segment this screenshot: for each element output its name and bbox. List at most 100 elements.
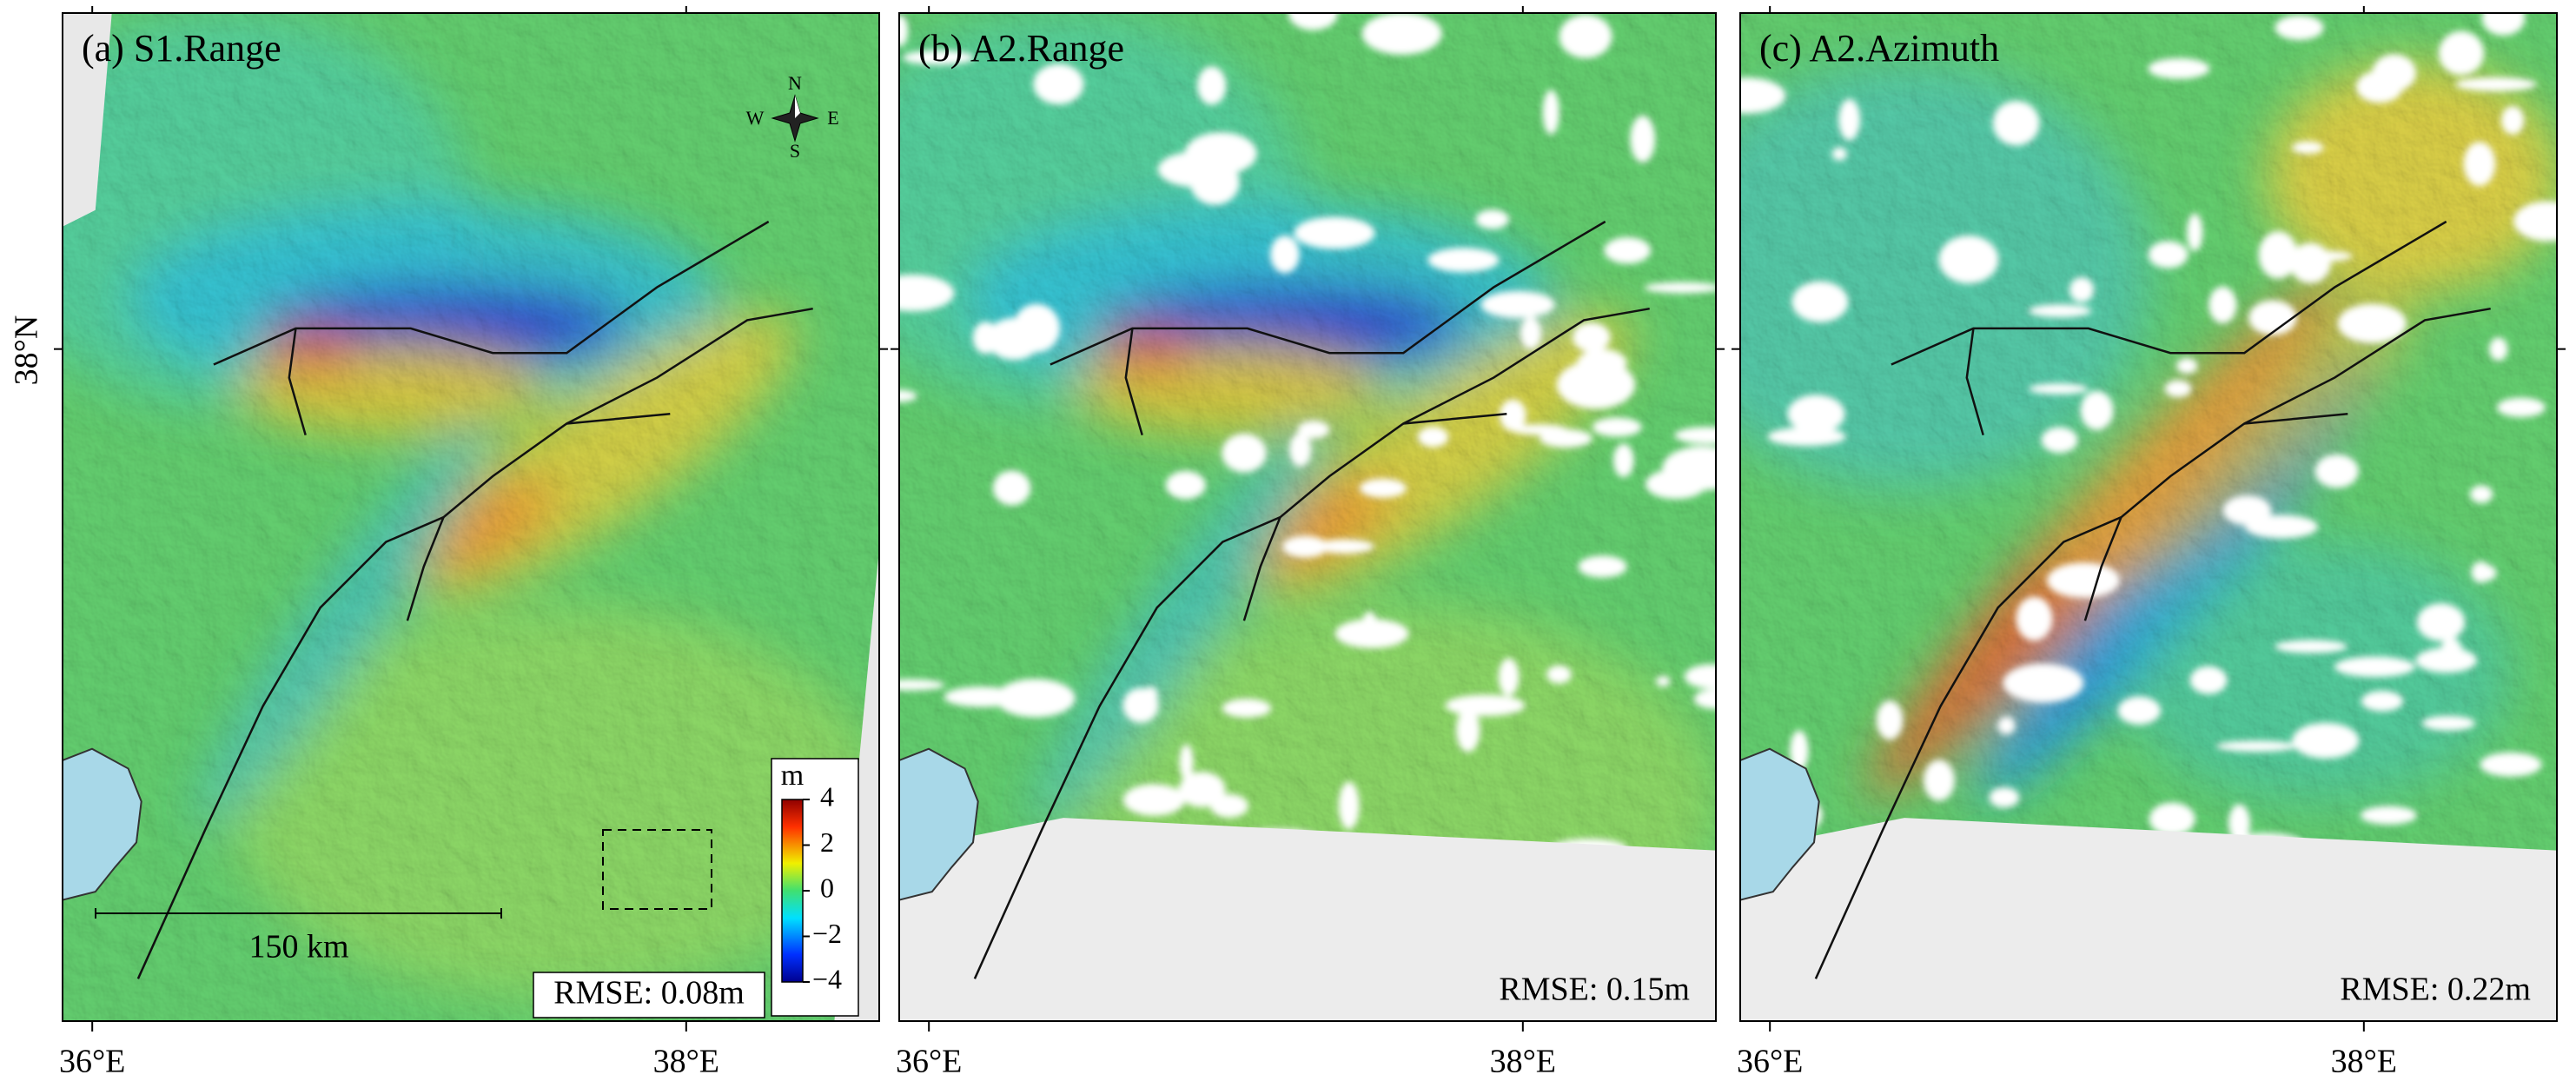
map-panel: (b) A2.Range 36°E 38°E RMSE: 0.15m [891,6,1725,1080]
colorbar-tick-label: 4 [820,780,834,812]
map-panel: (a) S1.Range 36°E 38°E RMSE: 0.08m 150 km N S E… [54,6,888,1080]
panel-title: (c) A2.Azimuth [1759,27,1999,70]
gap [2480,752,2542,777]
x-tick-label: 38°E [653,1044,719,1080]
gap [1674,427,1716,444]
gap [2454,77,2537,92]
gap [2016,596,2053,641]
gap [899,274,955,312]
lake [63,747,142,901]
lake [899,747,979,901]
gap [2334,656,2415,678]
gap [2258,231,2298,279]
gap [995,679,1076,718]
rmse-label: RMSE: 0.15m [1499,972,1690,1008]
colorbar-tick-label: −2 [812,918,842,949]
gap [1876,700,1904,740]
x-tick-label: 36°E [1737,1044,1803,1080]
rmse-label: RMSE: 0.08m [553,975,745,1012]
gap [1157,151,1235,188]
gap [1693,688,1716,709]
gap [1662,446,1716,491]
gap [1604,236,1652,264]
fault-trace [1965,328,1984,436]
gap [1542,90,1560,135]
fault-trace [1050,220,1606,366]
gap [1791,281,1849,322]
panel-frame [62,12,880,1022]
gap [2275,15,2324,41]
colorbar [781,799,804,983]
fault-trace [406,516,445,621]
panel-frame [1739,12,2558,1022]
gap [1222,698,1272,718]
map-image [899,13,1716,1021]
gap [2289,242,2331,284]
gap [1997,716,2016,735]
gap [2041,427,2078,454]
gap [2472,564,2497,582]
gap [2360,806,2417,825]
gap [992,470,1031,506]
gap [1480,290,1555,319]
gap [1655,675,1671,687]
map-panel: (c) A2.Azimuth 36°E 38°E RMSE: 0.22m [1732,6,2566,1080]
gap [2463,142,2496,187]
gap [1033,63,1084,105]
gap [1520,316,1542,350]
gap [1179,744,1194,780]
gap [944,687,1019,707]
gap [1270,235,1300,274]
gap [2046,562,2121,599]
gap [1992,100,2040,146]
x-tick-label: 36°E [59,1044,125,1080]
x-tick-label: 36°E [896,1044,962,1080]
colorbar-tick-label: 2 [820,826,834,858]
y-tick-label: 38°N [9,315,45,386]
rmse-label: RMSE: 0.22m [2340,972,2531,1008]
lake [1740,747,1820,901]
gap [1338,781,1360,830]
gap [1122,784,1186,816]
gap [1475,209,1509,229]
gap [2117,696,2162,725]
gap [1209,793,1248,819]
gap [2148,241,2189,269]
reference-area [602,829,712,910]
gap [2489,337,2508,362]
gap [1294,216,1375,249]
gap [2228,804,2250,843]
compass-n: N [788,72,802,94]
gap [2164,380,2192,398]
gap [2416,603,2466,641]
map-image [63,13,879,1021]
panel-frame [898,12,1717,1022]
hillshade [63,13,879,1021]
gap [2187,213,2203,252]
gap [1630,115,1656,163]
gap [2513,201,2557,242]
gap [2149,802,2195,836]
gap [1612,443,1634,478]
colorbar-unit: m [781,760,804,792]
gap [1456,708,1480,753]
gap [1511,424,1568,435]
gap [1499,399,1526,432]
gap [1787,395,1845,434]
gap [2337,303,2407,344]
gap [2496,397,2546,418]
gap [1831,147,1847,161]
gap [2291,141,2324,155]
colorbar-tick-label: 0 [820,872,834,903]
data-gaps [899,13,1716,872]
gap [2080,390,2114,430]
gap [1556,360,1635,409]
x-tick-label: 38°E [1490,1044,1556,1080]
gap [2275,640,2348,653]
gap [2292,722,2360,759]
gap [1165,470,1206,500]
gap [1838,98,1861,141]
compass-rose [795,96,800,118]
gap [2069,276,2095,302]
